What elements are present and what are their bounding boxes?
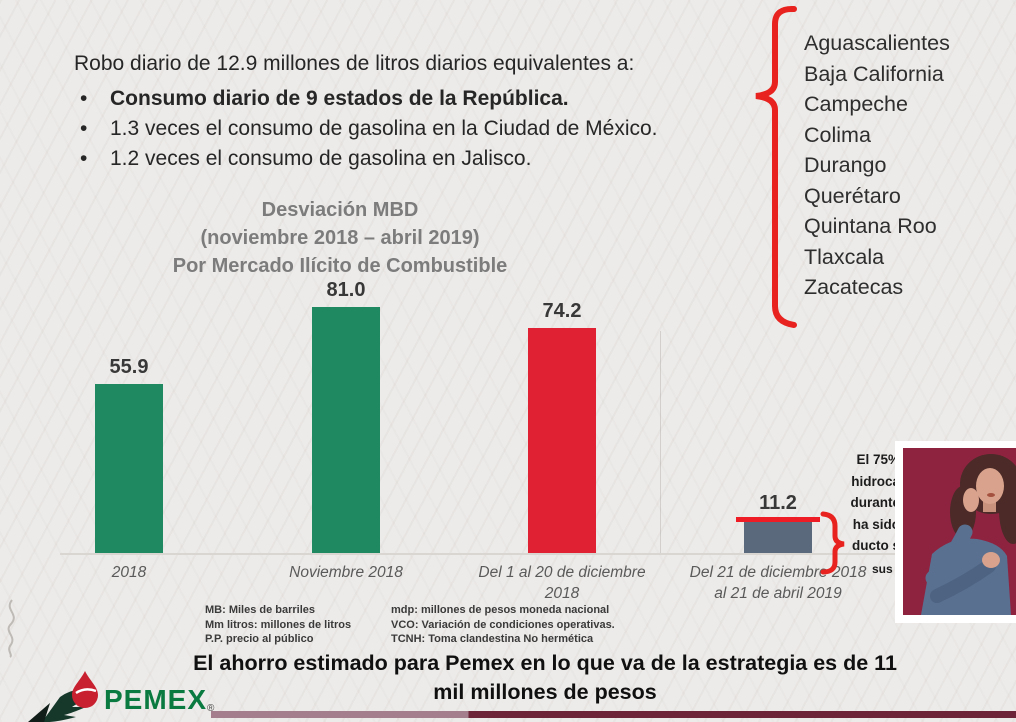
chart-title-line3: Por Mercado Ilícito de Combustible [172, 255, 508, 277]
bottom-accent-strip [211, 711, 1016, 718]
x-axis-line [60, 553, 912, 555]
footnote-item: P.P. precio al público [205, 633, 314, 645]
bar4-brace-icon [820, 511, 845, 575]
x-axis-label-dic-1-20: Del 1 al 20 de diciembre 2018 [452, 562, 672, 604]
state-item: Quintana Roo [804, 214, 937, 238]
bar-value-label: 74.2 [542, 300, 582, 322]
bar-group-dic21-abr21: 11.2 [698, 492, 858, 554]
chart-title: Desviación MBD (noviembre 2018 – abril 2… [125, 196, 555, 280]
truncated-side-superscript: sus [872, 562, 893, 576]
faint-divider-line [660, 331, 661, 553]
bar-2018 [95, 384, 163, 554]
state-item: Zacatecas [804, 275, 904, 299]
x-axis-label-line: 2018 [111, 564, 147, 581]
state-item: Querétaro [804, 183, 901, 208]
footnote-item: VCO: Variación de condiciones operativas… [391, 618, 615, 631]
bar-value-label: 11.2 [759, 492, 797, 514]
footnote-item: TCNH: Toma clandestina No hermética [391, 633, 594, 645]
sign-language-interpreter-video [895, 441, 1016, 623]
x-axis-label-2018: 2018 [19, 562, 239, 583]
bar4-highlight-line [736, 517, 820, 522]
bullet-dot-icon: • [80, 147, 88, 170]
x-axis-label-line: Noviembre 2018 [289, 564, 403, 581]
pemex-logo-text: PEMEX [104, 684, 208, 715]
bar-noviembre-2018 [312, 307, 380, 554]
bar-dic21-abr21 [744, 520, 812, 554]
chart-title-line2: (noviembre 2018 – abril 2019) [200, 227, 480, 249]
bullet-row: • 1.3 veces el consumo de gasolina en la … [80, 114, 658, 144]
side-note-line: durante [850, 495, 900, 510]
bar-dic-1-20 [528, 328, 596, 554]
bullet-row: • 1.2 veces el consumo de gasolina en Jal… [80, 144, 658, 174]
footnote-item: mdp: millones de pesos moneda nacional [391, 604, 610, 616]
side-note-line: El 75% [856, 452, 900, 467]
states-brace-icon [755, 5, 797, 328]
interpreter-figure-icon [903, 448, 1016, 615]
footnotes-right-column: mdp: millones de pesos moneda nacional VC… [391, 603, 615, 647]
bullet-text: 1.3 veces el consumo de gasolina en la C… [110, 117, 658, 140]
state-item: Aguascalientes [804, 31, 950, 55]
bar-group-dic-1-20: 74.2 [482, 300, 642, 554]
footnotes-left-column: MB: Miles de barriles Mm litros: millones… [205, 603, 351, 647]
states-list: Aguascalientes Baja California Campeche Col… [804, 28, 950, 303]
bullet-text: Consumo diario de 9 estados de la Repúbl… [110, 87, 569, 110]
x-axis-label-line: al 21 de abril 2019 [714, 585, 842, 602]
footnote-item: MB: Miles de barriles [205, 604, 316, 616]
state-item: Durango [804, 153, 887, 177]
bullet-dot-icon: • [80, 117, 88, 140]
x-axis-label-line: Del 21 de diciembre 2018 [689, 564, 867, 581]
footnote-item: Mm litros: millones de litros [205, 618, 352, 631]
statement-line2: mil millones de pesos [433, 680, 657, 704]
pemex-logo: PEMEX ® [24, 659, 214, 722]
registered-mark: ® [207, 703, 215, 714]
statement-line1: El ahorro estimado para Pemex en lo que … [193, 651, 897, 675]
chart-title-line1: Desviación MBD [261, 199, 419, 221]
state-item: Campeche [804, 92, 908, 116]
bar-value-label: 55.9 [109, 356, 149, 378]
intro-text: Robo diario de 12.9 millones de litros d… [74, 52, 635, 75]
bullet-row: • Consumo diario de 9 estados de la Repúb… [80, 84, 658, 114]
side-note-line: ducto s [851, 538, 900, 553]
bullet-text: 1.2 veces el consumo de gasolina en Jali… [110, 147, 532, 170]
x-axis-label-dic21-abr21: Del 21 de diciembre 2018 al 21 de abril 2… [668, 562, 888, 604]
bullet-dot-icon: • [80, 87, 88, 110]
background-doodle-icon [7, 599, 15, 658]
state-item: Tlaxcala [804, 244, 885, 269]
state-item: Baja California [804, 61, 944, 86]
x-axis-label-line: 2018 [544, 585, 580, 602]
bottom-statement: El ahorro estimado para Pemex en lo que … [150, 649, 940, 707]
bullet-list: • Consumo diario de 9 estados de la Repúb… [80, 84, 658, 174]
bar-group-2018: 55.9 [49, 356, 209, 554]
pemex-eagle-drop-icon [28, 671, 98, 722]
x-axis-label-noviembre-2018: Noviembre 2018 [236, 562, 456, 583]
side-note-line: hidroca [851, 473, 900, 489]
state-item: Colima [804, 122, 871, 147]
side-note-line: ha sido [852, 516, 900, 532]
bar-group-noviembre-2018: 81.0 [266, 279, 426, 554]
bar-value-label: 81.0 [326, 279, 366, 301]
truncated-side-text: El 75% hidroca durante ha sido ducto s [792, 449, 900, 557]
x-axis-label-line: Del 1 al 20 de diciembre [478, 564, 646, 581]
